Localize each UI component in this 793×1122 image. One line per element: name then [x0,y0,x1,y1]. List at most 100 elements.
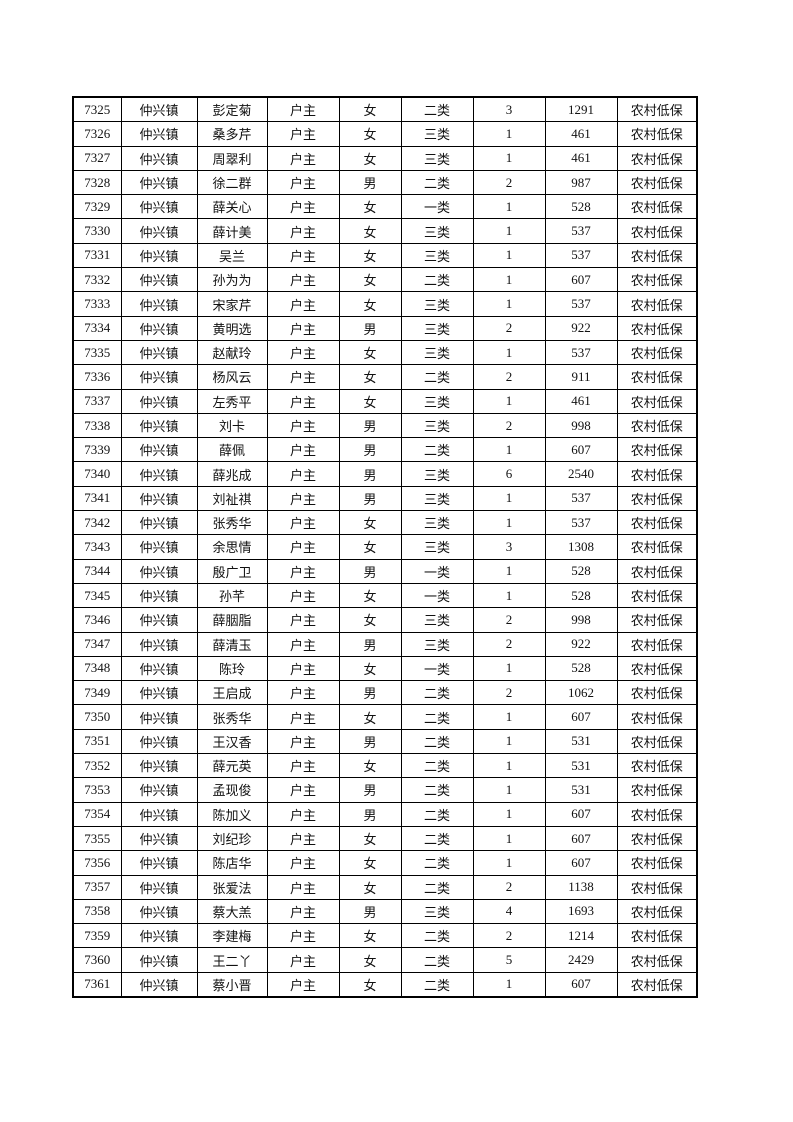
name-cell: 蔡大羔 [196,898,268,925]
household-size-cell: 1 [472,339,546,366]
type-cell: 农村低保 [616,777,698,803]
town-cell: 仲兴镇 [120,923,198,949]
gender-cell: 男 [338,558,402,584]
name-cell: 薛兆成 [196,461,268,487]
town-cell: 仲兴镇 [120,704,198,730]
type-cell: 农村低保 [616,631,698,657]
name-cell: 张爱法 [196,874,268,900]
household-size-cell: 1 [472,728,546,755]
name-cell: 殷广卫 [196,558,268,584]
category-cell: 一类 [400,194,474,220]
household-size-cell: 1 [472,242,546,269]
type-cell: 农村低保 [616,680,698,706]
relation-cell: 户主 [266,437,340,463]
town-cell: 仲兴镇 [120,388,198,414]
category-cell: 三类 [400,121,474,147]
town-cell: 仲兴镇 [120,582,198,609]
name-cell: 彭定菊 [196,96,268,123]
type-cell: 农村低保 [616,704,698,730]
id-cell: 7361 [72,971,122,998]
amount-cell: 537 [544,291,618,317]
household-size-cell: 3 [472,96,546,123]
amount-cell: 607 [544,437,618,463]
town-cell: 仲兴镇 [120,874,198,900]
category-cell: 三类 [400,339,474,366]
type-cell: 农村低保 [616,218,698,244]
category-cell: 三类 [400,534,474,560]
household-size-cell: 1 [472,121,546,147]
name-cell: 蔡小晋 [196,971,268,998]
category-cell: 三类 [400,291,474,317]
gender-cell: 男 [338,485,402,512]
type-cell: 农村低保 [616,971,698,998]
gender-cell: 男 [338,777,402,803]
town-cell: 仲兴镇 [120,169,198,196]
town-cell: 仲兴镇 [120,777,198,803]
category-cell: 三类 [400,510,474,536]
name-cell: 薛元英 [196,753,268,779]
gender-cell: 女 [338,121,402,147]
amount-cell: 537 [544,485,618,512]
town-cell: 仲兴镇 [120,558,198,584]
table-body: 7325 仲兴镇 彭定菊 户主女二类 3 1291 农村低保 7326 仲兴镇 桑多芹 户主女三类 1… [72,96,698,998]
table-row: 7341 仲兴镇 刘祉祺 户主男三类 1 537 农村低保 [72,485,698,512]
table-row: 7340 仲兴镇 薛兆成 户主男三类 6 2540 农村低保 [72,461,698,487]
id-cell: 7358 [72,898,122,925]
type-cell: 农村低保 [616,364,698,390]
amount-cell: 607 [544,704,618,730]
category-cell: 二类 [400,923,474,949]
relation-cell: 户主 [266,510,340,536]
gender-cell: 女 [338,825,402,852]
household-size-cell: 1 [472,267,546,293]
relation-cell: 户主 [266,121,340,147]
table-row: 7350 仲兴镇 张秀华 户主女二类 1 607 农村低保 [72,704,698,730]
id-cell: 7349 [72,680,122,706]
relation-cell: 户主 [266,680,340,706]
gender-cell: 女 [338,96,402,123]
name-cell: 黄明选 [196,315,268,341]
table-row: 7347 仲兴镇 薛清玉 户主男三类 2 922 农村低保 [72,631,698,657]
table-row: 7338 仲兴镇 刘卡 户主男三类 2 998 农村低保 [72,412,698,439]
relation-cell: 户主 [266,291,340,317]
relation-cell: 户主 [266,388,340,414]
type-cell: 农村低保 [616,582,698,609]
name-cell: 刘纪珍 [196,825,268,852]
town-cell: 仲兴镇 [120,145,198,171]
town-cell: 仲兴镇 [120,218,198,244]
gender-cell: 女 [338,704,402,730]
id-cell: 7331 [72,242,122,269]
amount-cell: 1291 [544,96,618,123]
id-cell: 7352 [72,753,122,779]
household-size-cell: 2 [472,631,546,657]
town-cell: 仲兴镇 [120,461,198,487]
id-cell: 7335 [72,339,122,366]
name-cell: 陈店华 [196,850,268,876]
household-size-cell: 1 [472,145,546,171]
household-size-cell: 1 [472,825,546,852]
relation-cell: 户主 [266,194,340,220]
table-row: 7358 仲兴镇 蔡大羔 户主男三类 4 1693 农村低保 [72,898,698,925]
relation-cell: 户主 [266,947,340,973]
id-cell: 7337 [72,388,122,414]
gender-cell: 女 [338,339,402,366]
household-size-cell: 1 [472,510,546,536]
amount-cell: 987 [544,169,618,196]
amount-cell: 911 [544,364,618,390]
id-cell: 7333 [72,291,122,317]
id-cell: 7339 [72,437,122,463]
id-cell: 7329 [72,194,122,220]
relation-cell: 户主 [266,874,340,900]
category-cell: 二类 [400,704,474,730]
id-cell: 7327 [72,145,122,171]
table-row: 7326 仲兴镇 桑多芹 户主女三类 1 461 农村低保 [72,121,698,147]
gender-cell: 女 [338,874,402,900]
name-cell: 李建梅 [196,923,268,949]
id-cell: 7356 [72,850,122,876]
amount-cell: 607 [544,267,618,293]
category-cell: 三类 [400,218,474,244]
name-cell: 孙为为 [196,267,268,293]
table-row: 7327 仲兴镇 周翠利 户主女三类 1 461 农村低保 [72,145,698,171]
name-cell: 徐二群 [196,169,268,196]
gender-cell: 男 [338,898,402,925]
household-size-cell: 4 [472,898,546,925]
